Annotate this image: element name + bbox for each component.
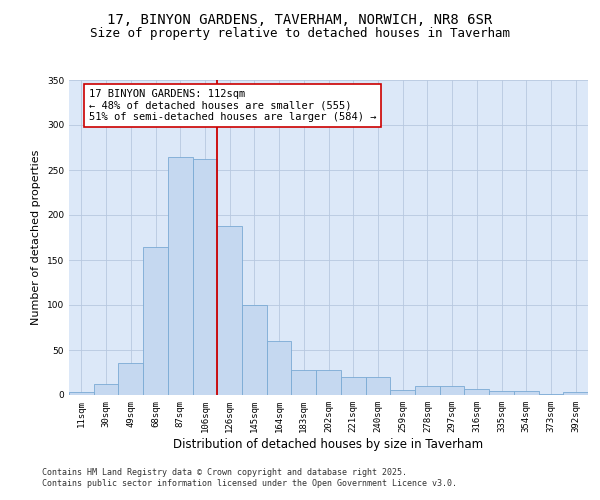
- Bar: [316, 370, 341, 395]
- Bar: [514, 390, 539, 395]
- Bar: [217, 226, 242, 395]
- Bar: [489, 392, 514, 395]
- Bar: [267, 341, 292, 395]
- Bar: [69, 392, 94, 395]
- Bar: [440, 386, 464, 395]
- Bar: [118, 362, 143, 395]
- Bar: [539, 394, 563, 395]
- Text: Contains HM Land Registry data © Crown copyright and database right 2025.
Contai: Contains HM Land Registry data © Crown c…: [42, 468, 457, 487]
- Text: 17 BINYON GARDENS: 112sqm
← 48% of detached houses are smaller (555)
51% of semi: 17 BINYON GARDENS: 112sqm ← 48% of detac…: [89, 89, 376, 122]
- Bar: [292, 370, 316, 395]
- Bar: [341, 377, 365, 395]
- Bar: [193, 159, 217, 395]
- Text: 17, BINYON GARDENS, TAVERHAM, NORWICH, NR8 6SR: 17, BINYON GARDENS, TAVERHAM, NORWICH, N…: [107, 12, 493, 26]
- Text: Size of property relative to detached houses in Taverham: Size of property relative to detached ho…: [90, 28, 510, 40]
- Bar: [242, 305, 267, 395]
- Bar: [563, 392, 588, 395]
- X-axis label: Distribution of detached houses by size in Taverham: Distribution of detached houses by size …: [173, 438, 484, 450]
- Bar: [415, 386, 440, 395]
- Bar: [365, 377, 390, 395]
- Bar: [168, 156, 193, 395]
- Y-axis label: Number of detached properties: Number of detached properties: [31, 150, 41, 325]
- Bar: [94, 384, 118, 395]
- Bar: [464, 388, 489, 395]
- Bar: [390, 390, 415, 395]
- Bar: [143, 246, 168, 395]
